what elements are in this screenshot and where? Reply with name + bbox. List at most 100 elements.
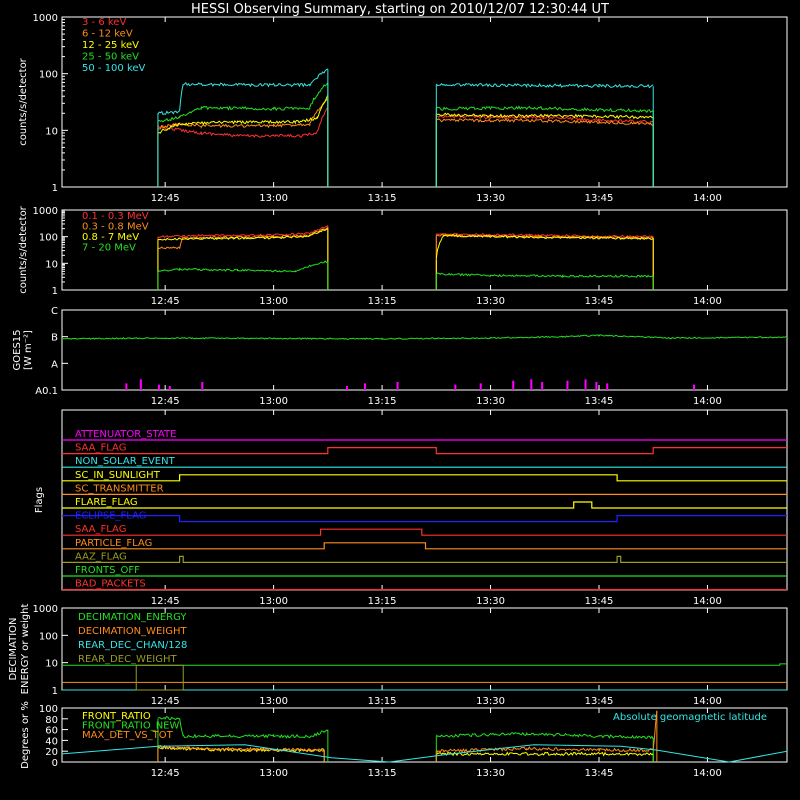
x-tick-label: 13:45 bbox=[585, 768, 614, 779]
legend-entry: REAR_DEC_CHAN/128 bbox=[78, 640, 187, 651]
x-tick-label: 14:00 bbox=[693, 396, 722, 407]
flag-label: AAZ_FLAG bbox=[75, 551, 127, 562]
x-tick-label: 12:45 bbox=[151, 396, 180, 407]
legend-entry: MAX_DET_VS_TOT bbox=[82, 730, 174, 741]
x-tick-label: 12:45 bbox=[151, 193, 180, 204]
flag-label: NON_SOLAR_EVENT bbox=[75, 456, 176, 467]
x-tick-label: 13:00 bbox=[259, 396, 288, 407]
lightcurve-panel-frame bbox=[61, 16, 788, 188]
series-line bbox=[435, 751, 654, 757]
x-tick-label: 13:30 bbox=[476, 696, 505, 707]
rear-dec-weight-box bbox=[135, 664, 184, 691]
legend-entry: 0.3 - 0.8 MeV bbox=[82, 222, 149, 233]
goes-event-bar bbox=[479, 383, 482, 390]
y-tick-label: 80 bbox=[45, 715, 58, 726]
x-tick-label: 13:45 bbox=[585, 596, 614, 607]
x-tick-label: 13:15 bbox=[368, 596, 397, 607]
goes-event-bar bbox=[566, 380, 569, 390]
legend-entry: 12 - 25 keV bbox=[82, 40, 139, 51]
x-tick-label: 13:30 bbox=[476, 193, 505, 204]
y-tick-label: A0.1 bbox=[35, 386, 58, 397]
series-line-50-100-kev bbox=[435, 82, 654, 89]
goes-event-bar bbox=[345, 386, 348, 390]
legend-entry: DECIMATION_ENERGY bbox=[78, 612, 187, 623]
flag-label: FRONTS_OFF bbox=[75, 565, 140, 576]
x-tick-label: 12:45 bbox=[151, 296, 180, 307]
flag-line bbox=[62, 447, 787, 455]
legend-entry: 50 - 100 keV bbox=[82, 63, 146, 74]
chart-title: HESSI Observing Summary, starting on 201… bbox=[191, 2, 609, 17]
y-tick-label: B bbox=[51, 333, 58, 344]
series-line-0-1-0-3-mev bbox=[436, 232, 654, 239]
x-tick-label: 14:00 bbox=[693, 696, 722, 707]
y-tick-label: 1000 bbox=[33, 604, 58, 615]
y-tick-label: 100 bbox=[39, 233, 58, 244]
gamma-panel-frame bbox=[61, 209, 788, 291]
goes-event-bar bbox=[606, 383, 609, 390]
legend-entry: 3 - 6 keV bbox=[82, 17, 126, 28]
legend-entry: FRONT_RATIO bbox=[82, 711, 151, 722]
goes-panel-frame bbox=[61, 309, 788, 391]
y-tick-label: 1 bbox=[52, 183, 58, 194]
geomagnetic-latitude-line bbox=[61, 744, 788, 763]
x-tick-label: 13:15 bbox=[368, 696, 397, 707]
legend-entry: 6 - 12 keV bbox=[82, 29, 133, 40]
goes-event-bar bbox=[125, 383, 128, 390]
x-tick-label: 13:45 bbox=[585, 296, 614, 307]
y-tick-label: 100 bbox=[39, 704, 58, 715]
x-tick-label: 13:30 bbox=[476, 296, 505, 307]
series-line-0-8-7-mev bbox=[157, 228, 328, 241]
ratio-panel-frame bbox=[61, 707, 788, 763]
x-tick-label: 13:00 bbox=[259, 296, 288, 307]
goes-flux-line bbox=[61, 334, 788, 340]
flag-line bbox=[62, 542, 787, 550]
y-axis-unit: [W m⁻²] bbox=[23, 330, 34, 370]
y-axis-label: GOES15 bbox=[12, 329, 23, 370]
legend-entry: REAR_DEC_WEIGHT bbox=[78, 654, 177, 665]
series-line bbox=[157, 716, 329, 739]
y-tick-label: C bbox=[51, 306, 58, 317]
legend-entry: 0.1 - 0.3 MeV bbox=[82, 211, 149, 222]
flag-label: SAA_FLAG bbox=[75, 524, 126, 535]
legend-entry: 0.8 - 7 MeV bbox=[82, 232, 139, 243]
x-tick-label: 14:00 bbox=[693, 296, 722, 307]
y-axis-label: ENERGY or weight bbox=[20, 604, 31, 695]
y-tick-label: 1000 bbox=[33, 13, 58, 24]
y-tick-label: 60 bbox=[45, 726, 58, 737]
x-tick-label: 13:15 bbox=[368, 193, 397, 204]
y-axis-label: counts/s/detector bbox=[18, 57, 29, 145]
flag-line bbox=[62, 515, 787, 523]
flag-label: SC_TRANSMITTER bbox=[75, 483, 164, 494]
goes-event-bar bbox=[530, 379, 533, 390]
series-line-25-50-kev bbox=[435, 105, 654, 113]
flag-line bbox=[62, 528, 787, 536]
series-line-25-50-kev bbox=[157, 82, 329, 123]
series-line bbox=[62, 663, 787, 666]
flag-line bbox=[62, 474, 787, 482]
y-tick-label: 20 bbox=[45, 747, 58, 758]
flag-label: BAD_PACKETS bbox=[75, 579, 146, 590]
x-tick-label: 13:45 bbox=[585, 396, 614, 407]
y-tick-label: 100 bbox=[39, 631, 58, 642]
goes-event-bar bbox=[693, 384, 696, 390]
goes-event-bar bbox=[512, 380, 515, 390]
y-axis-label: Flags bbox=[34, 487, 45, 513]
panels-layer: 12:45 13:00 13:15 13:30 13:45 14:001101001000… bbox=[8, 13, 788, 779]
flag-line bbox=[62, 555, 787, 563]
y-axis-label: Degrees or % bbox=[20, 701, 31, 769]
x-tick-label: 14:00 bbox=[693, 596, 722, 607]
goes-event-bar bbox=[541, 382, 544, 390]
series-line-3-6-kev bbox=[436, 114, 654, 125]
series-line bbox=[435, 710, 658, 754]
legend-entry: DECIMATION_WEIGHT bbox=[78, 626, 187, 637]
series-line bbox=[435, 731, 654, 740]
x-tick-label: 13:45 bbox=[585, 193, 614, 204]
series-line-6-12-kev bbox=[436, 118, 654, 126]
series-line-7-20-mev bbox=[436, 272, 654, 278]
x-tick-label: 14:00 bbox=[693, 193, 722, 204]
y-tick-label: 10 bbox=[45, 659, 58, 670]
flag-label: ECLIPSE_FLAG bbox=[75, 511, 146, 522]
y-tick-label: 1 bbox=[52, 686, 58, 697]
